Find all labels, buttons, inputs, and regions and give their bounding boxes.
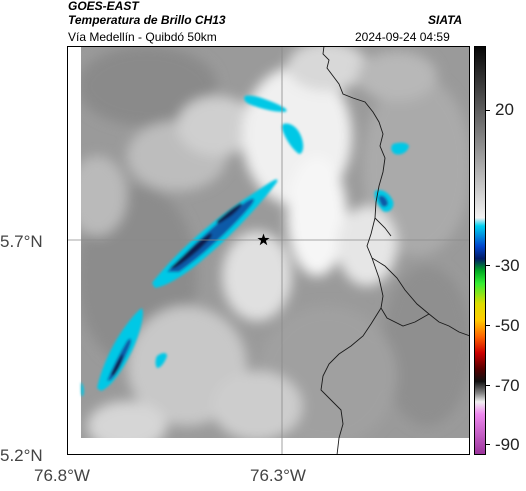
colorbar-tick-label: -90 bbox=[495, 435, 520, 454]
map-frame bbox=[67, 46, 470, 455]
colorbar bbox=[474, 46, 486, 455]
satellite-map bbox=[67, 46, 470, 455]
lat-tick-label: 5.2°N bbox=[0, 446, 43, 465]
source-label: SIATA bbox=[428, 13, 463, 27]
lat-tick-label: 5.7°N bbox=[0, 232, 43, 251]
product-title: Temperatura de Brillo CH13 bbox=[68, 13, 226, 27]
colorbar-tick-label: -50 bbox=[495, 316, 520, 335]
colorbar-tick-label: -30 bbox=[495, 256, 520, 275]
route-subtitle: Vía Medellín - Quibdó 50km bbox=[68, 30, 217, 44]
lon-tick-label: 76.3°W bbox=[250, 466, 306, 485]
colorbar-tick-marks bbox=[486, 46, 490, 455]
lon-tick-label: 76.8°W bbox=[34, 466, 90, 485]
colorbar-tick-label: 20 bbox=[495, 100, 514, 119]
colorbar-tick-label: -70 bbox=[495, 376, 520, 395]
brightness-field bbox=[67, 46, 470, 455]
agency-title: GOES-EAST bbox=[68, 0, 139, 13]
datetime-label: 2024-09-24 04:59 bbox=[355, 30, 450, 44]
cold-cloud-tops bbox=[81, 95, 409, 397]
political-borders bbox=[320, 46, 470, 455]
star-icon bbox=[257, 233, 270, 246]
